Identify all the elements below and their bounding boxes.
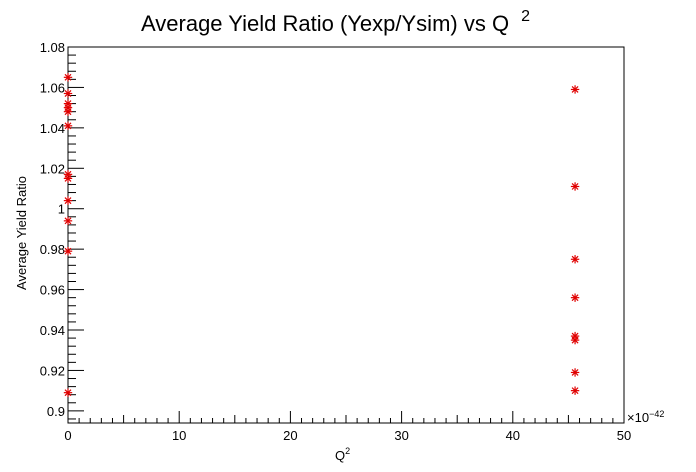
data-point	[570, 85, 580, 94]
data-point	[570, 293, 580, 302]
x-tick-label: 20	[283, 428, 297, 443]
data-point	[63, 174, 73, 183]
y-tick-label: 0.9	[47, 404, 65, 419]
chart-title-superscript: 2	[521, 8, 530, 25]
data-point	[63, 388, 73, 397]
data-point	[63, 107, 73, 116]
y-tick-label: 0.98	[40, 242, 65, 257]
x-axis-exponent-base: ×10	[627, 410, 649, 425]
data-point	[570, 368, 580, 377]
x-axis-exponent: ×10−42	[627, 409, 664, 425]
y-tick-label: 0.94	[40, 323, 65, 338]
y-tick-label: 1.02	[40, 161, 65, 176]
data-point	[63, 246, 73, 256]
data-point	[570, 335, 580, 345]
x-tick-label: 10	[172, 428, 186, 443]
data-point	[570, 255, 580, 264]
x-tick-label: 0	[64, 428, 71, 443]
data-point	[63, 73, 73, 82]
x-axis-title-superscript: 2	[345, 446, 350, 456]
chart-title-text: Average Yield Ratio (Yexp/Ysim) vs Q	[141, 11, 509, 36]
data-point	[570, 386, 580, 395]
x-axis: 0 10 20 30 40 50	[64, 411, 631, 443]
y-axis-title: Average Yield Ratio	[14, 176, 29, 290]
y-tick-label: 1	[58, 202, 65, 217]
data-point	[63, 89, 73, 98]
data-point	[63, 216, 73, 226]
data-point	[570, 182, 580, 191]
x-tick-label: 30	[394, 428, 408, 443]
x-tick-label: 40	[506, 428, 520, 443]
x-axis-exponent-power: −42	[649, 409, 664, 419]
x-axis-title-text: Q	[335, 448, 345, 463]
x-tick-label: 50	[617, 428, 631, 443]
plot-frame	[67, 46, 625, 424]
data-point	[63, 196, 73, 205]
y-tick-label: 0.96	[40, 283, 65, 298]
y-tick-label: 0.92	[40, 363, 65, 378]
y-tick-label: 1.06	[40, 80, 65, 95]
y-tick-label: 1.08	[40, 40, 65, 55]
y-tick-label: 1.04	[40, 121, 65, 136]
y-axis: 0.9 0.92 0.94 0.96 0.98 1 1.02 1.04 1.06 1.08	[40, 40, 84, 420]
chart-title: Average Yield Ratio (Yexp/Ysim) vs Q 2	[141, 8, 530, 36]
data-point	[63, 121, 73, 131]
data-points	[63, 73, 580, 397]
x-axis-title: Q2	[335, 446, 350, 463]
